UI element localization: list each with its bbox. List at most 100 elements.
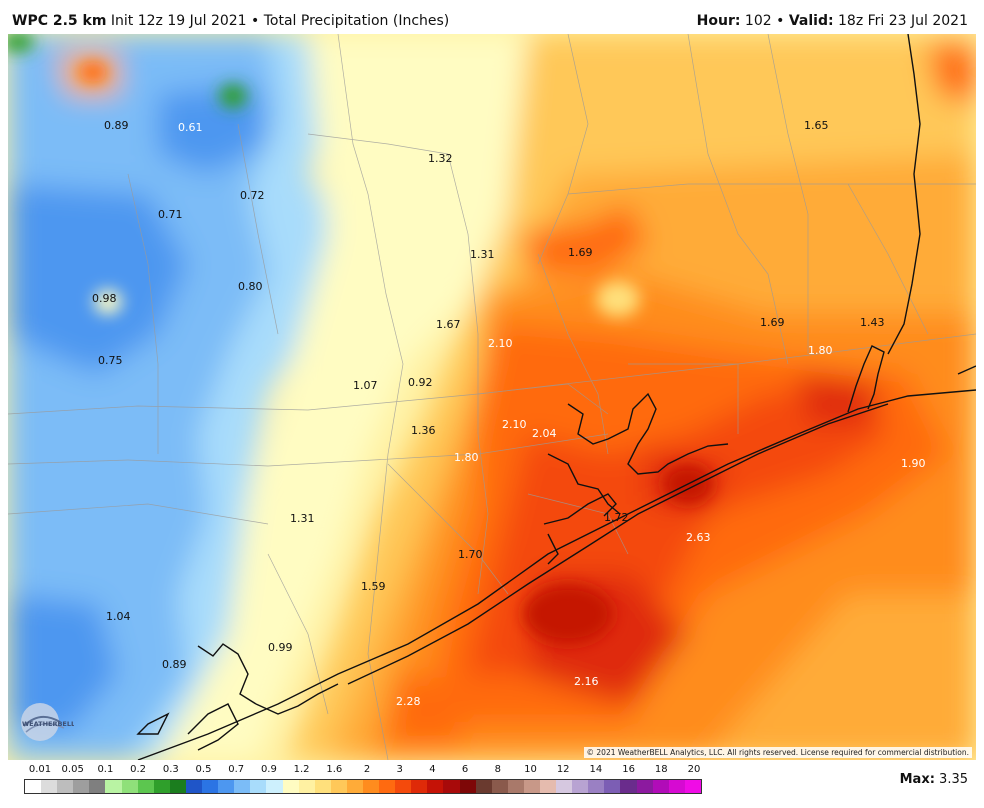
legend-swatch [57, 780, 74, 793]
legend-swatch [282, 780, 299, 793]
map-label: 1.70 [458, 548, 483, 561]
legend-tick-label: 0.1 [97, 764, 114, 775]
map-label: 1.80 [808, 344, 833, 357]
valid-value: 18z Fri 23 Jul 2021 [838, 13, 968, 29]
legend-swatch [137, 780, 154, 793]
map-label: 1.90 [901, 457, 926, 470]
map-label: 1.69 [760, 316, 785, 329]
legend-swatch [250, 780, 267, 793]
max-value: Max: 3.35 [900, 772, 968, 787]
max-label: Max: [899, 772, 935, 787]
map-label: 1.43 [860, 316, 885, 329]
legend-swatch [636, 780, 653, 793]
map-label: 1.31 [470, 248, 495, 261]
weatherbell-logo-icon: WEATHERBELL [21, 703, 74, 741]
map-label: 0.98 [92, 292, 117, 305]
header-title: WPC 2.5 km Init 12z 19 Jul 2021 • Total … [12, 13, 449, 29]
legend-swatch [507, 780, 524, 793]
legend-swatch [652, 780, 669, 793]
legend-swatch [121, 780, 138, 793]
legend-swatch [298, 780, 315, 793]
legend-tick-label: 0.7 [228, 764, 245, 775]
model-name: WPC 2.5 km [12, 13, 107, 29]
legend-swatch [572, 780, 589, 793]
legend-tick-label: 0.01 [28, 764, 52, 775]
legend-swatch [556, 780, 573, 793]
map-label: 2.04 [532, 427, 557, 440]
map-label: 0.80 [238, 280, 263, 293]
precip-field [8, 34, 976, 760]
map-label: 1.32 [428, 152, 453, 165]
map-label: 1.69 [568, 246, 593, 259]
legend-swatch [234, 780, 251, 793]
legend-swatch [169, 780, 186, 793]
legend-swatch [523, 780, 540, 793]
map-label: 2.63 [686, 531, 711, 544]
map-label: 1.80 [454, 451, 479, 464]
legend-tick-label: 14 [589, 764, 603, 775]
precip-detail [8, 34, 713, 644]
max-number: 3.35 [939, 772, 968, 787]
legend-swatch [346, 780, 363, 793]
map-canvas: 0.89 0.61 1.32 1.65 0.72 0.71 1.31 1.69 … [8, 34, 976, 760]
legend-tick-label: 0.2 [130, 764, 147, 775]
hour-value: 102 [744, 13, 772, 29]
legend-tick-label: 10 [524, 764, 537, 775]
legend-tick-label: 1.6 [326, 764, 343, 775]
legend-swatch [41, 780, 58, 793]
legend-swatch [202, 780, 219, 793]
precipitation-map: 0.89 0.61 1.32 1.65 0.72 0.71 1.31 1.69 … [8, 34, 976, 760]
legend-tick-label: 0.5 [195, 764, 212, 775]
valid-label: Valid: [788, 13, 834, 29]
map-label: 1.67 [436, 318, 461, 331]
legend-swatch [491, 780, 508, 793]
county-boundaries [8, 34, 976, 760]
map-label: 0.75 [98, 354, 123, 367]
hour-label: Hour: [696, 13, 741, 29]
legend-swatch [459, 780, 476, 793]
copyright-notice: © 2021 WeatherBELL Analytics, LLC. All r… [583, 747, 972, 758]
legend-tick-label: 20 [687, 764, 701, 775]
map-label: 1.65 [804, 119, 829, 132]
legend-swatch [25, 780, 42, 793]
map-label: 0.72 [240, 189, 265, 202]
value-labels: 0.89 0.61 1.32 1.65 0.72 0.71 1.31 1.69 … [92, 119, 926, 708]
color-legend: 0.01 0.05 0.1 0.2 0.3 0.5 0.7 0.9 1.2 1.6 2 3 4 6 8 10 1… [24, 764, 704, 808]
legend-swatch [379, 780, 396, 793]
legend-tick-label: 1.2 [293, 764, 310, 775]
legend-tick-label: 16 [622, 764, 635, 775]
legend-swatch [684, 780, 701, 793]
legend-swatch [73, 780, 90, 793]
legend-swatch [620, 780, 637, 793]
legend-ticks: 0.01 0.05 0.1 0.2 0.3 0.5 0.7 0.9 1.2 1.6 2 3 4 6 8 10 1… [24, 764, 704, 778]
legend-colorbar [24, 779, 702, 794]
legend-tick-label: 3 [396, 764, 403, 775]
map-label: 1.59 [361, 580, 386, 593]
legend-swatch [314, 780, 331, 793]
bullet-separator-2: • [776, 13, 785, 29]
map-label: 2.10 [488, 337, 513, 350]
legend-swatch [89, 780, 106, 793]
legend-swatch [443, 780, 460, 793]
map-label: 2.10 [502, 418, 527, 431]
legend-swatch [330, 780, 347, 793]
map-label: 0.71 [158, 208, 183, 221]
map-label: 1.31 [290, 512, 315, 525]
legend-swatch [105, 780, 122, 793]
legend-swatch [218, 780, 235, 793]
legend-tick-label: 2 [363, 764, 371, 775]
legend-swatch [395, 780, 412, 793]
legend-swatch [668, 780, 685, 793]
map-label: 0.92 [408, 376, 433, 389]
map-label: 0.61 [178, 121, 203, 134]
map-label: 1.04 [106, 610, 131, 623]
map-header: WPC 2.5 km Init 12z 19 Jul 2021 • Total … [0, 0, 984, 34]
legend-tick-label: 4 [429, 764, 436, 775]
legend-swatch [540, 780, 557, 793]
legend-swatch [411, 780, 428, 793]
map-label: 0.89 [104, 119, 129, 132]
legend-tick-label: 0.9 [260, 764, 277, 775]
map-label: 1.72 [604, 511, 629, 524]
bullet-separator: • [251, 13, 260, 29]
header-valid-time: Hour: 102 • Valid: 18z Fri 23 Jul 2021 [697, 13, 968, 29]
